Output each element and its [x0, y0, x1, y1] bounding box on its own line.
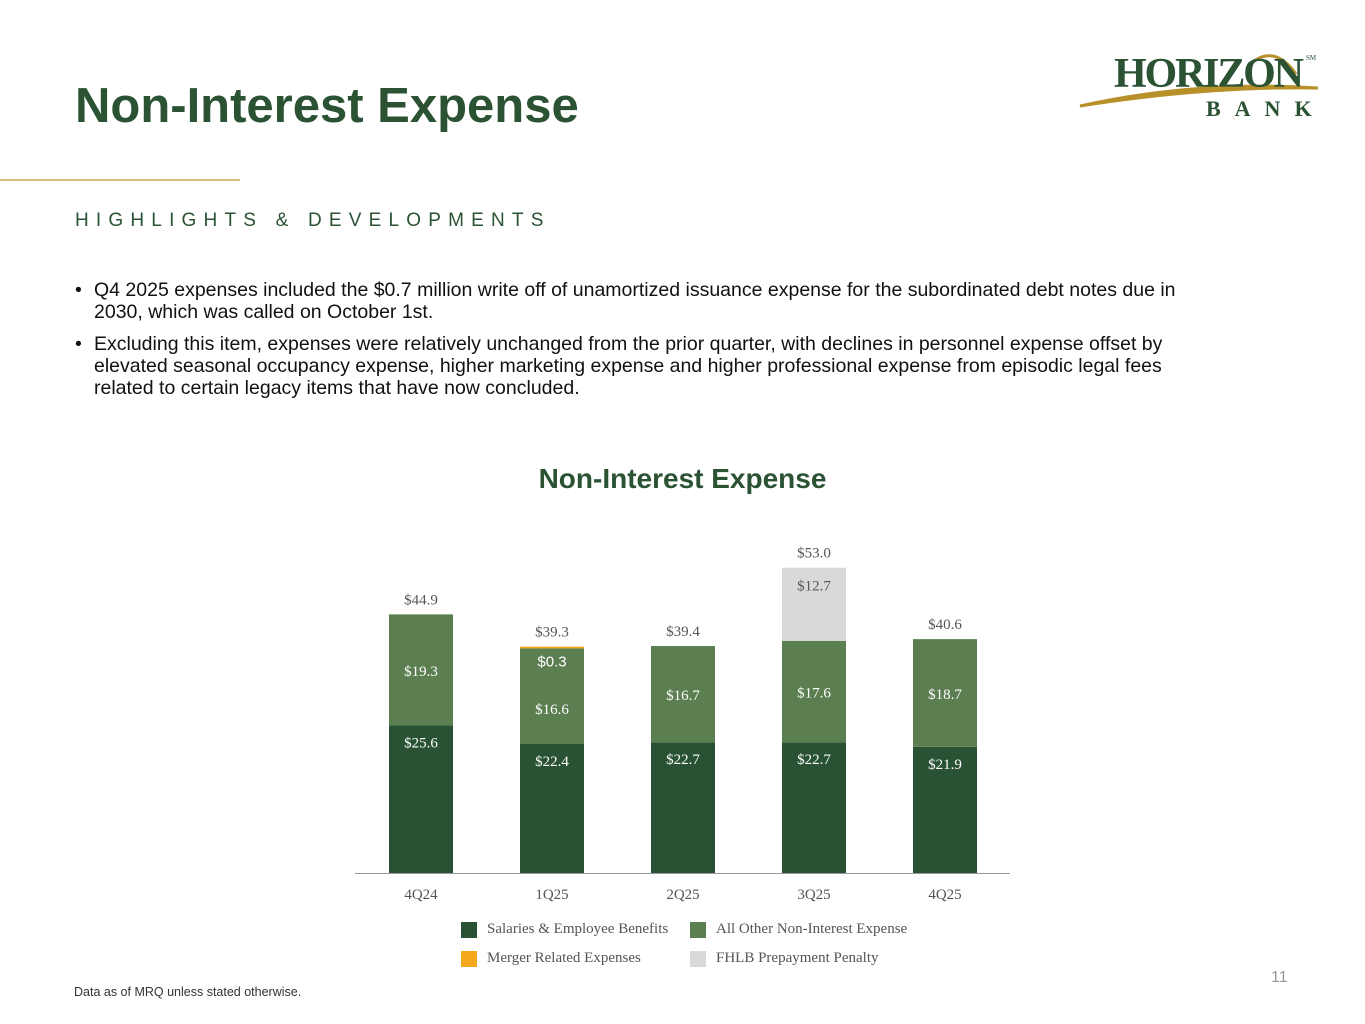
- svg-text:BANK: BANK: [1206, 96, 1326, 121]
- x-tick-label: 4Q24: [404, 887, 438, 903]
- page-title: Non-Interest Expense: [75, 79, 579, 133]
- bar-segment-2q25-s1: [651, 646, 715, 743]
- horizon-bank-logo: HORIZON SM BANK: [1079, 51, 1326, 121]
- bar-segment-3q25-s0: [782, 742, 846, 873]
- bar-segment-4q25-s1: [913, 639, 977, 747]
- segment-value-label: $18.7: [928, 687, 962, 703]
- chart-title: Non-Interest Expense: [538, 463, 827, 494]
- bar-segment-3q25-s1: [782, 640, 846, 743]
- x-tick-label: 3Q25: [797, 887, 830, 903]
- segment-value-label: $22.7: [666, 752, 700, 768]
- total-value-label: $44.9: [404, 592, 438, 608]
- segment-value-label: $16.7: [666, 688, 700, 704]
- legend-label: All Other Non-Interest Expense: [716, 921, 908, 937]
- svg-text:SM: SM: [1306, 54, 1317, 62]
- legend-label: Salaries & Employee Benefits: [487, 921, 669, 937]
- x-tick-label: 1Q25: [535, 887, 568, 903]
- divider: [0, 179, 240, 181]
- segment-value-label: $22.7: [797, 752, 831, 768]
- bullet-item: Q4 2025 expenses included the $0.7 milli…: [75, 279, 1215, 323]
- footnote: Data as of MRQ unless stated otherwise.: [74, 985, 302, 999]
- legend-swatch: [690, 921, 706, 938]
- section-subtitle: HIGHLIGHTS & DEVELOPMENTS: [75, 210, 551, 231]
- segment-value-label: $19.3: [404, 664, 438, 680]
- bar-segment-1q25-s0: [520, 743, 584, 873]
- segment-value-label: $0.3: [537, 654, 566, 671]
- legend-swatch: [690, 950, 706, 967]
- segment-value-label: $17.6: [797, 686, 831, 702]
- legend-label: Merger Related Expenses: [487, 950, 641, 966]
- segment-value-label: $21.9: [928, 757, 962, 773]
- segment-value-label: $12.7: [797, 579, 831, 595]
- legend-item: Merger Related Expenses: [461, 950, 641, 967]
- legend-item: Salaries & Employee Benefits: [461, 921, 668, 938]
- legend-item: FHLB Prepayment Penalty: [690, 950, 878, 967]
- legend-item: All Other Non-Interest Expense: [690, 921, 907, 938]
- logo-text: HORIZON: [1114, 51, 1304, 97]
- total-value-label: $39.3: [535, 625, 569, 641]
- bar-segment-1q25-s1: [520, 648, 584, 744]
- x-tick-label: 2Q25: [666, 887, 699, 903]
- segment-value-label: $16.6: [535, 702, 569, 718]
- legend-swatch: [461, 921, 477, 938]
- bullet-list: Q4 2025 expenses included the $0.7 milli…: [75, 279, 1215, 409]
- segment-value-label: $25.6: [404, 736, 438, 752]
- bar-segment-2q25-s0: [651, 742, 715, 873]
- bar-segment-4q24-s1: [389, 614, 453, 726]
- bar-segment-1q25-s2: [520, 646, 584, 649]
- total-value-label: $53.0: [797, 546, 831, 562]
- x-tick-label: 4Q25: [928, 887, 961, 903]
- bullet-item: Excluding this item, expenses were relat…: [75, 333, 1215, 399]
- page-number: 11: [1271, 969, 1288, 986]
- total-value-label: $40.6: [928, 617, 962, 633]
- legend-label: FHLB Prepayment Penalty: [716, 950, 879, 966]
- bar-segment-3q25-s3: [782, 567, 846, 641]
- total-value-label: $39.4: [666, 624, 700, 640]
- legend-swatch: [461, 950, 477, 967]
- bar-segment-4q24-s0: [389, 725, 453, 873]
- bar-segment-4q25-s0: [913, 746, 977, 873]
- segment-value-label: $22.4: [535, 754, 569, 770]
